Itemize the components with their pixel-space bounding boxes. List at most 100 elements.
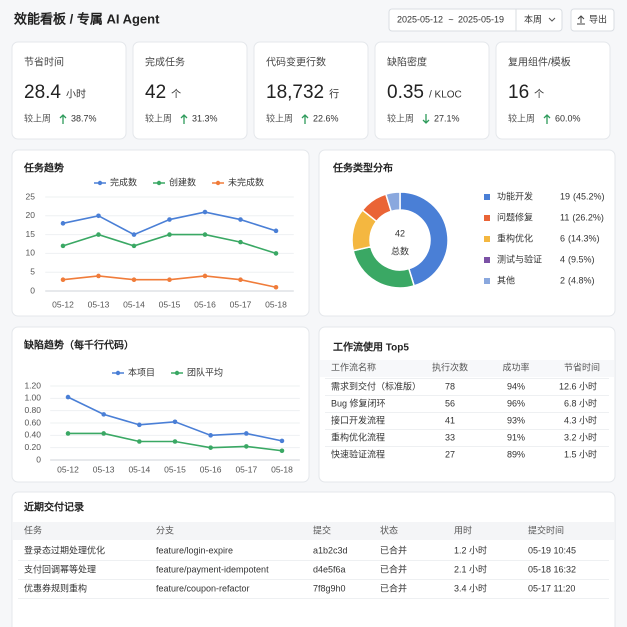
kpi-unit: 行: [329, 88, 339, 101]
x-tick-label: 05-15: [164, 464, 186, 474]
legend-count: 19: [560, 191, 570, 201]
kpi-unit: 个: [171, 89, 181, 101]
data-point: [244, 431, 249, 436]
kpi-change: 27.1%: [434, 113, 460, 123]
y-tick-label: 1.00: [24, 393, 41, 403]
data-point: [65, 394, 71, 400]
kpi-value: 28.4: [24, 82, 61, 103]
table-cell: 快速验证流程: [331, 448, 385, 459]
data-point: [60, 221, 66, 226]
data-point: [60, 277, 66, 283]
table-header-bg: [320, 360, 614, 377]
card: [11, 491, 616, 627]
table-cell: 78: [445, 381, 455, 391]
kpi-compare-label: 较上周: [508, 112, 535, 123]
legend-label: 本项目: [128, 366, 155, 377]
kpi-value: 18,732: [266, 82, 324, 103]
table-cell: feature/coupon-refactor: [156, 583, 250, 593]
date-separator: ~: [448, 14, 453, 24]
card: [11, 41, 127, 140]
legend-label: 问题修复: [497, 211, 533, 222]
data-point: [172, 419, 178, 425]
legend-count: 4: [560, 254, 565, 264]
export-button[interactable]: [570, 8, 615, 32]
data-point: [96, 273, 101, 279]
table-cell: 33: [445, 432, 455, 442]
export-label[interactable]: 导出: [589, 13, 607, 24]
data-point: [101, 431, 106, 436]
center-value: 42: [395, 228, 405, 238]
kpi-unit: / KLOC: [429, 90, 462, 101]
donut-slice: [384, 191, 401, 213]
center-label: 总数: [391, 245, 409, 256]
data-point: [137, 439, 142, 444]
kpi-label: 代码变更行数: [266, 56, 326, 69]
table-cell: 89%: [507, 449, 525, 459]
kpi-label: 完成任务: [145, 56, 185, 69]
y-tick-label: 0: [36, 454, 41, 464]
legend-label: 创建数: [169, 176, 196, 187]
table-cell: 94%: [507, 381, 525, 391]
x-tick-label: 05-12: [57, 464, 79, 474]
y-tick-label: 0.40: [24, 430, 41, 440]
legend-percent: (9.5%): [568, 254, 595, 264]
data-point: [279, 448, 285, 454]
data-point: [65, 431, 71, 436]
legend-label: 重构优化: [497, 232, 533, 243]
x-tick-label: 05-18: [265, 299, 287, 309]
kpi-value: 42: [145, 82, 166, 103]
legend-swatch: [484, 215, 490, 221]
range-select[interactable]: 本周: [524, 13, 542, 24]
table-cell: a1b2c3d: [313, 545, 348, 555]
trend-arrow: [543, 114, 551, 124]
table-cell: 重构优化流程: [331, 431, 385, 442]
table-cell: 已合并: [380, 582, 407, 593]
legend-marker: [156, 180, 162, 186]
kpi-value: 16: [508, 82, 529, 103]
y-tick-label: 0.20: [24, 442, 41, 452]
table-cell: 91%: [507, 432, 525, 442]
card: [374, 41, 490, 140]
data-point: [273, 228, 279, 234]
table-cell: 96%: [507, 398, 525, 408]
card: [11, 326, 310, 483]
table-cell: 12.6 小时: [559, 380, 597, 391]
trend-arrow: [59, 114, 67, 124]
data-point: [238, 217, 243, 222]
x-tick-label: 05-14: [128, 464, 150, 474]
chart-title: 任务类型分布: [332, 162, 393, 175]
table-cell: d4e5f6a: [313, 564, 346, 574]
data-point: [208, 445, 213, 450]
kpi-label: 复用组件/模板: [508, 56, 571, 69]
card: [495, 41, 611, 140]
table-cell: 41: [445, 415, 455, 425]
data-point: [273, 284, 279, 290]
legend-percent: (45.2%): [573, 191, 605, 201]
legend-marker: [215, 180, 221, 186]
y-tick-label: 0.60: [24, 417, 41, 427]
y-tick-label: 10: [26, 248, 36, 258]
table-cell: 05-18 16:32: [528, 564, 576, 574]
table-cell: 93%: [507, 415, 525, 425]
x-tick-label: 05-14: [123, 299, 145, 309]
y-tick-label: 15: [26, 229, 36, 239]
data-point: [202, 273, 208, 279]
y-tick-label: 0: [30, 285, 35, 295]
legend-label: 未完成数: [228, 176, 264, 187]
x-tick-label: 05-15: [159, 299, 181, 309]
data-point: [238, 277, 243, 283]
table-cell: 2.1 小时: [454, 563, 487, 574]
table-cell: 6.8 小时: [564, 397, 597, 408]
table-cell: Bug 修复闭环: [331, 397, 386, 408]
table-cell: 56: [445, 398, 455, 408]
date-range-picker[interactable]: [388, 8, 563, 32]
kpi-compare-label: 较上周: [145, 112, 172, 123]
kpi-change: 38.7%: [71, 113, 97, 123]
kpi-change: 22.6%: [313, 113, 339, 123]
column-header: 工作流名称: [331, 361, 376, 372]
card: [11, 149, 310, 317]
kpi-label: 缺陷密度: [387, 56, 427, 69]
date-start: 2025-05-12: [397, 14, 443, 24]
